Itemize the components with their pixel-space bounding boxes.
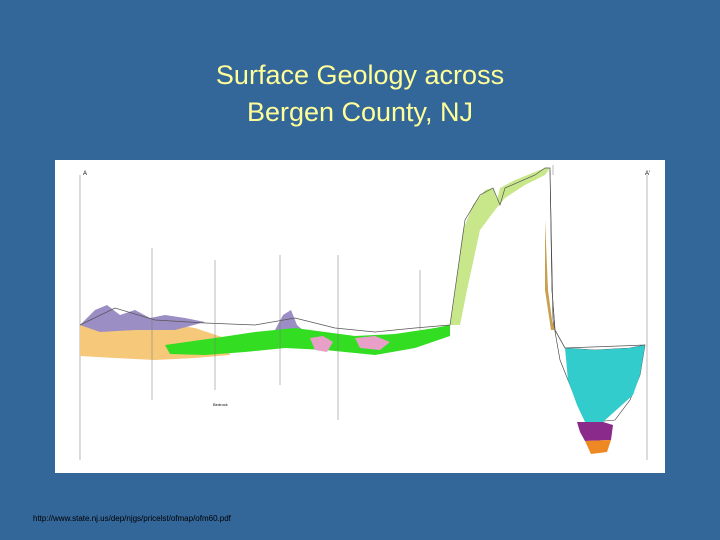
cyan-unit: [565, 345, 645, 422]
pink-unit: [355, 336, 390, 350]
bedrock-label: Bedrock: [213, 402, 228, 407]
figure-background: [55, 160, 665, 473]
pink-unit: [310, 336, 333, 352]
purple-unit: [80, 305, 205, 332]
source-url: http://www.state.nj.us/dep/njgs/pricelst…: [33, 514, 231, 523]
slide-title: Surface Geology across Bergen County, NJ: [0, 57, 720, 131]
title-line: Surface Geology across: [215, 60, 505, 90]
wells: [151, 165, 554, 420]
purple-basin-unit: [577, 422, 613, 441]
title-line: Bergen County, NJ: [246, 97, 474, 127]
slope-unit: [450, 168, 550, 325]
surface-profile: [79, 167, 646, 349]
scarp-unit: [545, 220, 555, 330]
cross-section-figure: A A' Bedrock: [55, 160, 665, 473]
orange-basin-unit: [585, 440, 611, 454]
section-start-label: A: [83, 171, 87, 177]
section-end-label: A': [645, 171, 650, 177]
